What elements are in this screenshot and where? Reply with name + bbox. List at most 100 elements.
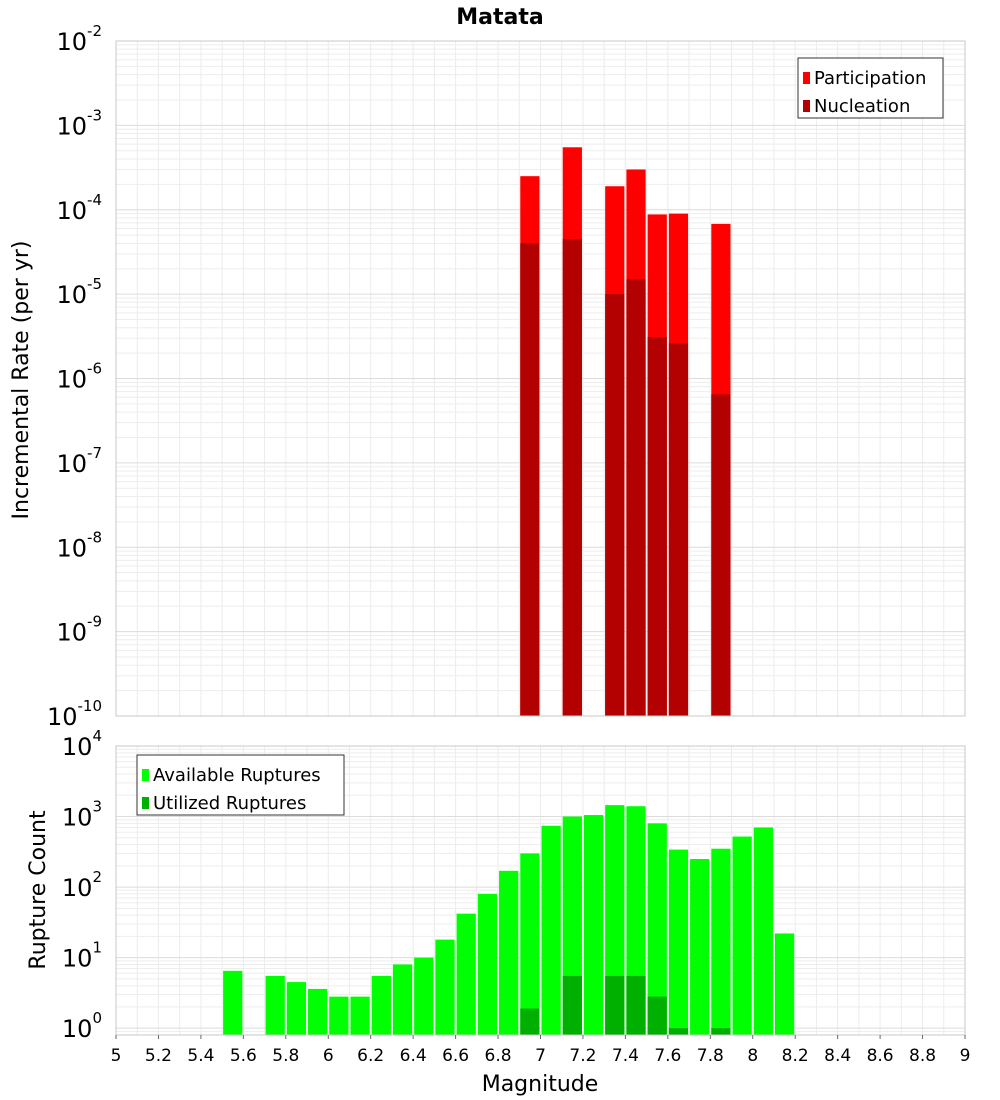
bottom-y-tick-label: 102 xyxy=(62,868,102,902)
y-tick-exponent: 4 xyxy=(92,727,102,745)
bottom-y-tick-label: 101 xyxy=(62,939,102,973)
top-legend-box xyxy=(797,57,944,119)
y-tick-base: 10 xyxy=(62,1015,93,1043)
x-tick-label: 6.6 xyxy=(442,1046,469,1066)
x-tick-label: 9 xyxy=(960,1046,971,1066)
x-tick-label: 5 xyxy=(111,1046,122,1066)
x-tick-label: 7.6 xyxy=(654,1046,681,1066)
top-y-tick-label: 10-2 xyxy=(56,22,102,56)
bottom-bar-available-ruptures xyxy=(732,836,752,1035)
y-tick-exponent: -7 xyxy=(87,444,102,462)
x-tick-label: 6.4 xyxy=(400,1046,427,1066)
bottom-bar-available-ruptures xyxy=(329,996,349,1035)
top-bar-nucleation xyxy=(562,239,582,716)
top-legend-label: Participation xyxy=(814,68,926,89)
y-tick-exponent: -5 xyxy=(87,275,102,293)
chart-title: Matata xyxy=(456,5,543,30)
x-tick-label: 8 xyxy=(747,1046,758,1066)
bottom-bar-available-ruptures xyxy=(520,853,540,1035)
x-tick-labels: 5 5.2 5.4 5.6 5.8 6 6.2 6.4 6.6 6.8 7 7.2 7.4 7.6 7.8 8… xyxy=(111,1035,971,1066)
x-tick-label: 8.8 xyxy=(909,1046,936,1066)
y-tick-base: 10 xyxy=(56,534,87,562)
y-tick-exponent: 1 xyxy=(92,939,102,957)
top-bars xyxy=(520,147,731,717)
y-tick-base: 10 xyxy=(62,733,93,761)
bottom-bar-available-ruptures xyxy=(371,975,391,1035)
top-y-tick-label: 10-3 xyxy=(56,106,102,140)
bottom-bar-available-ruptures xyxy=(477,893,498,1035)
bottom-bar-available-ruptures xyxy=(499,870,519,1035)
bottom-y-tick-label: 104 xyxy=(62,727,102,761)
y-tick-base: 10 xyxy=(56,281,87,309)
top-y-axis-label: Incremental Rate (per yr) xyxy=(9,241,34,520)
top-bar-nucleation xyxy=(647,337,667,716)
bottom-bar-available-ruptures xyxy=(350,996,370,1035)
x-tick-label: 5.4 xyxy=(187,1046,214,1066)
top-bar-nucleation xyxy=(626,279,646,716)
x-tick-label: 8.6 xyxy=(867,1046,894,1066)
y-tick-base: 10 xyxy=(56,112,87,140)
bottom-bar-utilized-ruptures xyxy=(520,1008,540,1035)
y-tick-exponent: -3 xyxy=(87,106,102,124)
bottom-y-tick-label: 103 xyxy=(62,798,102,832)
x-tick-label: 8.4 xyxy=(824,1046,851,1066)
bottom-bar-available-ruptures xyxy=(753,827,773,1035)
bottom-legend-swatch xyxy=(142,797,149,809)
bottom-bar-available-ruptures xyxy=(690,859,710,1035)
x-tick-label: 6 xyxy=(323,1046,334,1066)
x-tick-label: 7.4 xyxy=(612,1046,639,1066)
top-bar-nucleation xyxy=(711,394,731,716)
x-axis-label: Magnitude xyxy=(482,1072,599,1097)
x-tick-label: 5.8 xyxy=(272,1046,299,1066)
bottom-bar-utilized-ruptures xyxy=(605,975,625,1035)
y-tick-exponent: -9 xyxy=(87,613,102,631)
y-tick-base: 10 xyxy=(62,945,93,973)
y-tick-base: 10 xyxy=(56,28,87,56)
x-tick-label: 8.2 xyxy=(782,1046,809,1066)
bottom-bar-utilized-ruptures xyxy=(626,975,646,1035)
bottom-grid xyxy=(115,746,966,1036)
x-tick-label: 6.2 xyxy=(357,1046,384,1066)
bottom-bar-available-ruptures xyxy=(774,933,795,1035)
bottom-bar-available-ruptures xyxy=(308,988,328,1035)
y-tick-base: 10 xyxy=(56,366,87,394)
bottom-bar-available-ruptures xyxy=(583,815,604,1035)
y-tick-base: 10 xyxy=(62,874,93,902)
top-y-tick-label: 10-6 xyxy=(56,360,102,394)
bottom-bar-utilized-ruptures xyxy=(562,975,582,1035)
y-tick-base: 10 xyxy=(56,197,87,225)
top-legend-label: Nucleation xyxy=(814,96,910,117)
top-legend: Participation Nucleation xyxy=(797,57,944,119)
bottom-bar-utilized-ruptures xyxy=(647,996,667,1035)
top-bar-nucleation xyxy=(605,294,625,716)
bottom-bar-available-ruptures xyxy=(456,913,476,1035)
top-legend-swatch xyxy=(803,72,810,84)
y-tick-exponent: -10 xyxy=(78,697,103,715)
bottom-bar-utilized-ruptures xyxy=(668,1028,689,1035)
y-tick-exponent: -4 xyxy=(87,191,102,209)
x-tick-label: 5.6 xyxy=(230,1046,257,1066)
bottom-bar-available-ruptures xyxy=(435,939,455,1035)
top-bar-nucleation xyxy=(520,243,540,717)
top-plot-frame xyxy=(115,40,966,717)
bottom-bar-available-ruptures xyxy=(668,849,689,1035)
bottom-legend-swatch xyxy=(142,769,149,781)
bottom-bar-available-ruptures xyxy=(647,823,667,1035)
bottom-bar-available-ruptures xyxy=(414,957,434,1035)
bottom-legend-label: Utilized Ruptures xyxy=(153,793,306,814)
top-legend-swatch xyxy=(803,100,810,112)
bottom-legend: Available Ruptures Utilized Ruptures xyxy=(136,754,345,816)
x-tick-label: 7 xyxy=(535,1046,546,1066)
top-y-tick-label: 10-8 xyxy=(56,528,102,562)
y-tick-exponent: 0 xyxy=(92,1009,102,1027)
bottom-bar-available-ruptures xyxy=(711,848,731,1035)
top-bar-nucleation xyxy=(668,343,689,716)
y-tick-base: 10 xyxy=(56,619,87,647)
bottom-legend-label: Available Ruptures xyxy=(153,765,321,786)
top-grid xyxy=(115,41,966,717)
bottom-bar-available-ruptures xyxy=(265,975,285,1035)
y-tick-exponent: -2 xyxy=(87,22,102,40)
bottom-bars xyxy=(223,805,795,1035)
